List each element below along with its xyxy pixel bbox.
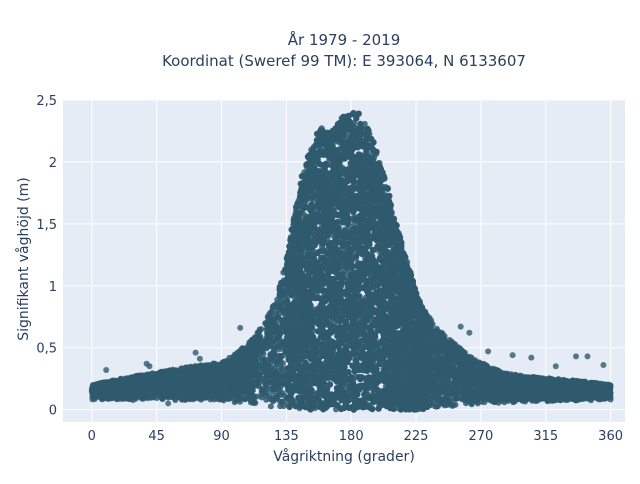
data-point [259,394,265,400]
data-point [268,403,274,409]
